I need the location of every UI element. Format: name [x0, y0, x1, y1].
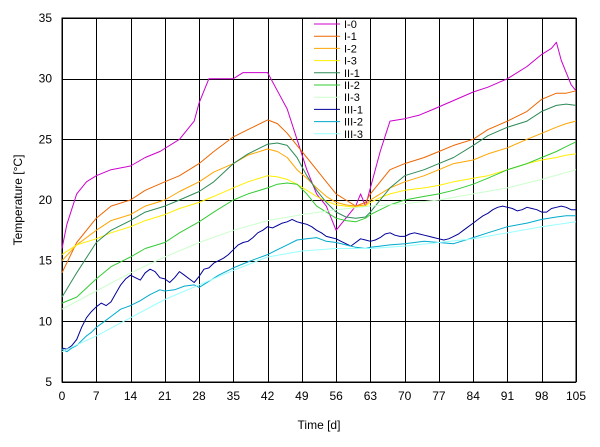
y-tick-labels: 5 10 15 20 25 30 35 — [39, 11, 53, 389]
x-tick-label: 14 — [124, 389, 138, 403]
series-line-i-3 — [61, 153, 577, 256]
series-line-iii-1 — [61, 205, 576, 350]
series-line-iii-2 — [61, 215, 576, 353]
legend-label: I-0 — [344, 19, 357, 31]
x-tick-label: 21 — [158, 389, 172, 403]
legend-label: III-2 — [344, 117, 363, 129]
x-tick-label: 0 — [59, 389, 66, 403]
x-axis-label: Time [d] — [298, 418, 341, 432]
x-tick-label: 98 — [535, 389, 549, 403]
y-tick-label: 10 — [39, 314, 53, 328]
series-line-ii-1 — [61, 103, 577, 298]
x-tick-label: 84 — [467, 389, 481, 403]
x-tick-labels: 0 7 14 21 28 35 42 49 56 63 70 77 84 91 98 105 — [59, 389, 587, 403]
x-tick-label: 7 — [93, 389, 100, 403]
x-tick-label: 77 — [432, 389, 446, 403]
x-tick-label: 42 — [261, 389, 275, 403]
series-line-i-2 — [61, 120, 577, 262]
y-tick-label: 5 — [45, 375, 52, 389]
y-axis-label: Temperature [°C] — [11, 155, 25, 246]
legend-label: I-1 — [344, 31, 357, 43]
x-tick-label: 63 — [364, 389, 378, 403]
legend-label: III-1 — [344, 104, 363, 116]
legend-label: I-2 — [344, 43, 357, 55]
y-tick-label: 20 — [39, 193, 53, 207]
series-line-iii-3 — [61, 221, 577, 353]
legend-label: III-3 — [344, 129, 363, 141]
series-line-ii-3 — [61, 169, 577, 310]
x-tick-label: 70 — [398, 389, 412, 403]
series-line-ii-2 — [61, 141, 577, 304]
series-lines — [61, 41, 577, 353]
x-tick-label: 49 — [295, 389, 309, 403]
legend-label: I-3 — [344, 56, 357, 68]
y-tick-label: 15 — [39, 254, 53, 268]
x-tick-label: 28 — [192, 389, 206, 403]
legend-label: II-2 — [344, 80, 360, 92]
x-tick-label: 56 — [329, 389, 343, 403]
y-tick-label: 35 — [39, 11, 53, 25]
legend-label: II-3 — [344, 92, 360, 104]
y-tick-label: 25 — [39, 132, 53, 146]
x-tick-label: 105 — [566, 389, 586, 403]
x-tick-label: 35 — [227, 389, 241, 403]
series-line-i-0 — [61, 41, 577, 249]
x-tick-label: 91 — [501, 389, 515, 403]
y-tick-label: 30 — [39, 72, 53, 86]
legend-label: II-1 — [344, 68, 360, 80]
series-line-i-1 — [61, 90, 577, 274]
